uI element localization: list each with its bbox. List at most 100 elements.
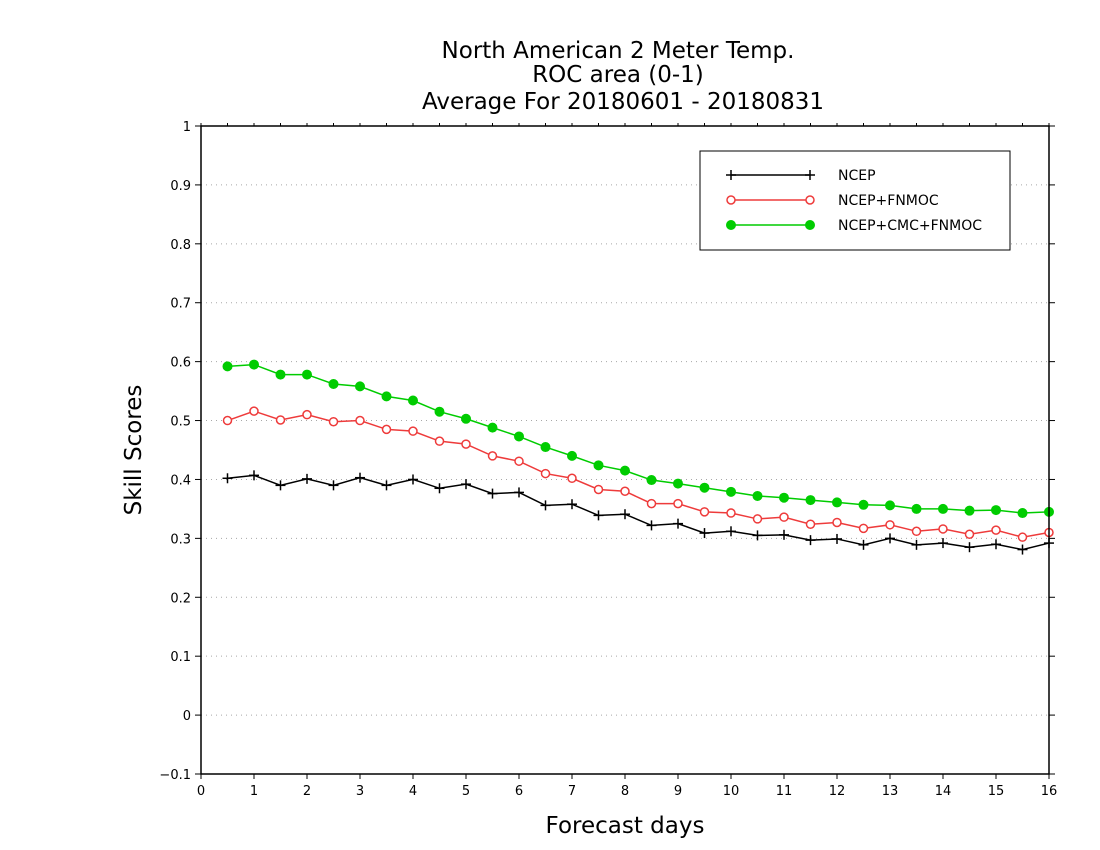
data-point-ncep xyxy=(752,530,763,541)
y-axis-label: Skill Scores xyxy=(121,385,147,516)
data-point-ncep-cmc-fnmoc xyxy=(328,379,339,390)
data-point-ncep-cmc-fnmoc xyxy=(275,369,286,380)
y-tick-label: 1 xyxy=(183,120,191,135)
x-tick-label: 4 xyxy=(409,784,417,799)
data-point-ncep-cmc-fnmoc xyxy=(434,406,445,417)
data-point-ncep-fnmoc xyxy=(328,416,339,427)
data-point-ncep xyxy=(249,470,259,481)
data-point-ncep-fnmoc xyxy=(1017,532,1028,542)
data-point-ncep-cmc-fnmoc xyxy=(752,490,763,501)
series-line-ncep-fnmoc xyxy=(227,410,1050,538)
data-point-ncep xyxy=(593,510,604,521)
data-point-ncep xyxy=(885,533,895,544)
data-point-ncep xyxy=(487,488,498,499)
data-point-ncep-fnmoc xyxy=(567,473,577,484)
x-tick-label: 1 xyxy=(250,784,258,799)
series-ncep xyxy=(222,470,1054,555)
data-point-ncep-cmc-fnmoc xyxy=(805,495,816,506)
data-point-ncep-cmc-fnmoc xyxy=(620,465,630,476)
data-point-ncep-fnmoc xyxy=(593,484,604,495)
series-ncep-fnmoc xyxy=(222,406,1054,542)
data-point-ncep-fnmoc xyxy=(938,524,948,534)
x-tick-label: 13 xyxy=(882,784,899,799)
data-point-ncep-cmc-fnmoc xyxy=(355,381,365,392)
data-point-ncep-fnmoc xyxy=(779,512,789,522)
data-point-ncep-fnmoc xyxy=(726,508,736,518)
legend-label: NCEP+CMC+FNMOC xyxy=(838,218,982,234)
data-point-ncep-cmc-fnmoc xyxy=(540,442,551,453)
title-line-2: ROC area (0-1) xyxy=(532,62,704,88)
data-point-ncep-fnmoc xyxy=(911,526,922,537)
data-point-ncep-cmc-fnmoc xyxy=(381,391,392,402)
data-point-ncep xyxy=(328,480,339,491)
chart-title: North American 2 Meter Temp. ROC area (0… xyxy=(422,38,824,115)
data-point-ncep xyxy=(726,526,736,537)
data-point-ncep-cmc-fnmoc xyxy=(593,460,604,471)
y-tick-label: 0.9 xyxy=(170,179,191,194)
data-point-ncep xyxy=(858,539,869,550)
legend-label: NCEP xyxy=(838,168,876,184)
legend-marker xyxy=(805,170,815,180)
data-point-ncep-fnmoc xyxy=(302,409,312,420)
data-point-ncep-cmc-fnmoc xyxy=(646,475,657,486)
x-tick-label: 6 xyxy=(515,784,523,799)
series-ncep-cmc-fnmoc xyxy=(222,359,1054,519)
legend-marker xyxy=(726,170,736,180)
y-tick-label: 0.2 xyxy=(170,591,191,606)
x-tick-label: 11 xyxy=(776,784,793,799)
data-point-ncep xyxy=(434,483,445,494)
x-tick-label: 5 xyxy=(462,784,470,799)
x-tick-label: 3 xyxy=(356,784,364,799)
data-point-ncep-cmc-fnmoc xyxy=(885,500,895,511)
data-point-ncep xyxy=(646,520,657,531)
y-tick-label: 0.8 xyxy=(170,238,191,253)
y-tick-label: 0.4 xyxy=(170,473,191,488)
data-point-ncep-cmc-fnmoc xyxy=(911,503,922,514)
data-point-ncep xyxy=(699,528,710,539)
title-line-1: North American 2 Meter Temp. xyxy=(442,38,795,64)
data-point-ncep-fnmoc xyxy=(249,406,259,416)
x-tick-label: 12 xyxy=(829,784,846,799)
data-point-ncep-fnmoc xyxy=(805,519,816,529)
data-point-ncep-cmc-fnmoc xyxy=(302,369,312,380)
data-point-ncep-cmc-fnmoc xyxy=(514,431,524,442)
data-point-ncep-fnmoc xyxy=(487,451,498,461)
legend-label: NCEP+FNMOC xyxy=(838,193,939,209)
data-point-ncep-cmc-fnmoc xyxy=(222,361,233,372)
data-point-ncep-fnmoc xyxy=(461,439,471,449)
data-point-ncep-fnmoc xyxy=(275,415,286,425)
data-point-ncep xyxy=(779,529,789,540)
y-tick-label: 0 xyxy=(183,709,191,724)
data-point-ncep-fnmoc xyxy=(699,507,710,517)
x-tick-label: 8 xyxy=(621,784,629,799)
data-point-ncep xyxy=(991,539,1001,550)
legend-marker xyxy=(805,195,815,205)
data-point-ncep-fnmoc xyxy=(673,498,683,509)
data-point-ncep-fnmoc xyxy=(355,415,365,426)
data-point-ncep xyxy=(302,473,312,484)
data-point-ncep-fnmoc xyxy=(885,520,895,530)
data-point-ncep xyxy=(408,474,418,485)
data-point-ncep xyxy=(1017,544,1028,555)
data-point-ncep xyxy=(805,535,816,546)
data-point-ncep xyxy=(964,542,975,553)
data-point-ncep-cmc-fnmoc xyxy=(964,505,975,516)
x-tick-label: 9 xyxy=(674,784,682,799)
data-point-ncep-fnmoc xyxy=(620,486,630,496)
data-point-ncep xyxy=(461,479,471,490)
data-point-ncep-cmc-fnmoc xyxy=(249,359,259,370)
data-point-ncep xyxy=(275,480,286,491)
data-point-ncep-cmc-fnmoc xyxy=(487,422,498,433)
data-point-ncep-cmc-fnmoc xyxy=(699,482,710,493)
data-point-ncep xyxy=(673,518,683,529)
data-point-ncep-fnmoc xyxy=(832,517,842,528)
y-tick-label: 0.3 xyxy=(170,532,191,547)
y-axis-ticks: −0.1 0 0.1 0.2 0.3 0.4 0.5 0.6 0.7 0.8 0.9 1 xyxy=(159,120,1055,783)
legend-marker xyxy=(726,220,736,230)
data-point-ncep-fnmoc xyxy=(408,426,418,436)
data-point-ncep-cmc-fnmoc xyxy=(567,450,577,461)
data-point-ncep-fnmoc xyxy=(858,523,869,534)
data-point-ncep-fnmoc xyxy=(434,436,445,446)
x-tick-label: 2 xyxy=(303,784,311,799)
data-point-ncep-cmc-fnmoc xyxy=(938,503,948,514)
